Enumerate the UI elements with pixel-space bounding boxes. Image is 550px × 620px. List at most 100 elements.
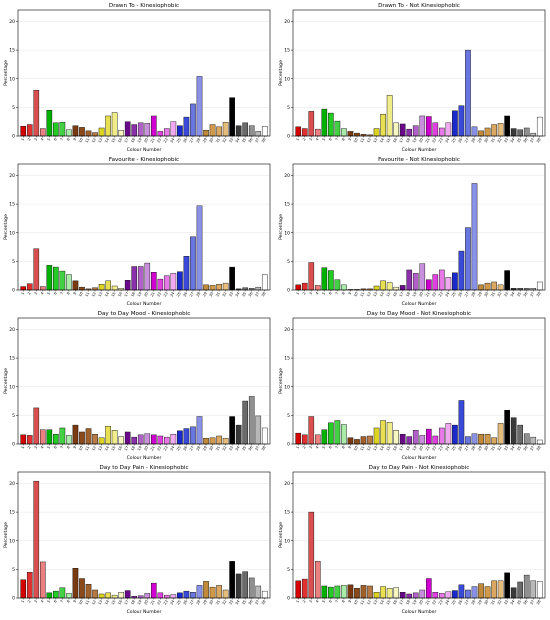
x-tick-label: 17 (124, 292, 130, 298)
x-tick-label: 19 (412, 599, 418, 606)
chart-title: Favourite - Not Kinesiophobic (378, 157, 460, 163)
x-axis-label: Colour Number (127, 609, 162, 615)
bar (406, 593, 413, 599)
bar (235, 125, 242, 137)
bar (177, 271, 183, 291)
y-axis-label: Percentage (278, 522, 284, 548)
bar (53, 434, 59, 445)
bar (72, 424, 79, 445)
x-tick-label: 10 (353, 445, 359, 452)
bar (255, 131, 262, 137)
x-tick-label: 6 (53, 291, 58, 296)
bar (196, 585, 203, 599)
bar (412, 125, 419, 137)
chart-panel: Favourite - Not Kinesiophobic 0 5 10 15 20 Per… (275, 154, 550, 308)
bar (328, 586, 334, 599)
bar (432, 592, 439, 599)
bar (321, 585, 328, 599)
x-tick-label: 17 (399, 446, 405, 452)
bar (177, 125, 183, 137)
bar (517, 581, 524, 599)
x-tick-label: 13 (373, 292, 379, 298)
x-tick-label: 17 (399, 600, 405, 606)
x-tick-label: 14 (104, 599, 110, 606)
y-tick-label: 0 (12, 288, 15, 294)
bar (386, 422, 393, 445)
plot-frame (17, 471, 271, 599)
y-tick-label: 5 (12, 105, 15, 111)
bar (354, 132, 360, 137)
x-tick-label: 1 (20, 600, 25, 604)
y-tick-label: 10 (9, 230, 15, 236)
bar (536, 116, 543, 137)
x-tick-label: 5 (47, 446, 52, 450)
x-tick-label: 3 (34, 600, 39, 604)
x-tick-label: 23 (163, 138, 169, 144)
x-tick-label: 13 (98, 138, 104, 144)
bar (59, 587, 66, 599)
bar (360, 436, 367, 445)
x-tick-label: 19 (137, 445, 143, 452)
x-tick-label: 16 (392, 599, 398, 606)
bar (170, 594, 177, 599)
x-tick-label: 22 (156, 446, 162, 452)
bar (523, 574, 530, 599)
bar (491, 124, 497, 137)
bar (373, 592, 380, 599)
x-tick-label: 36 (248, 599, 254, 606)
x-tick-label: 27 (464, 600, 470, 606)
bar (412, 430, 419, 445)
bar (471, 586, 478, 599)
bar (386, 95, 393, 137)
y-tick-label: 0 (12, 596, 15, 602)
x-tick-label: 22 (431, 138, 437, 144)
x-axis-label: Colour Number (402, 609, 437, 615)
x-tick-label: 26 (183, 599, 189, 606)
x-tick-label: 23 (438, 138, 444, 144)
bar (26, 435, 33, 445)
x-tick-label: 16 (117, 445, 123, 452)
x-tick-label: 20 (143, 445, 149, 452)
x-axis-label: Colour Number (402, 301, 437, 307)
bar (425, 428, 432, 445)
x-tick-label: 33 (228, 446, 234, 452)
x-tick-label: 14 (104, 291, 110, 298)
x-axis-label: Colour Number (402, 455, 437, 461)
bar (66, 593, 72, 599)
x-tick-label: 8 (341, 291, 346, 296)
x-tick-label: 12 (366, 138, 372, 144)
y-tick-label: 10 (284, 384, 290, 390)
x-tick-label: 29 (202, 445, 208, 452)
bar (118, 436, 124, 445)
bar (229, 97, 235, 137)
x-tick-label: 16 (392, 137, 398, 144)
x-tick-label: 29 (477, 291, 483, 298)
x-tick-label: 28 (196, 291, 202, 298)
bar (157, 278, 164, 291)
bar (425, 116, 432, 137)
bar (301, 434, 308, 445)
x-tick-label: 12 (91, 138, 97, 144)
bar (478, 434, 484, 445)
bar (406, 436, 413, 445)
bar (196, 205, 203, 291)
bar (209, 437, 216, 445)
bar (471, 433, 478, 445)
bar (59, 427, 66, 445)
x-tick-label: 34 (235, 599, 241, 606)
bar (216, 126, 222, 137)
bar (164, 275, 170, 291)
y-tick-label: 5 (12, 259, 15, 265)
x-tick-label: 6 (53, 599, 58, 604)
x-tick-label: 19 (137, 599, 143, 606)
bar (399, 434, 406, 445)
x-tick-label: 36 (248, 137, 254, 144)
x-tick-label: 15 (111, 292, 117, 298)
x-tick-label: 2 (302, 138, 307, 142)
bar (144, 593, 151, 599)
x-tick-label: 11 (360, 446, 366, 452)
chart-svg: Drawn To - Not Kinesiophobic05101520Perc… (278, 3, 546, 153)
y-tick-label: 10 (9, 76, 15, 82)
x-tick-label: 19 (412, 137, 418, 144)
x-tick-label: 11 (360, 600, 366, 606)
